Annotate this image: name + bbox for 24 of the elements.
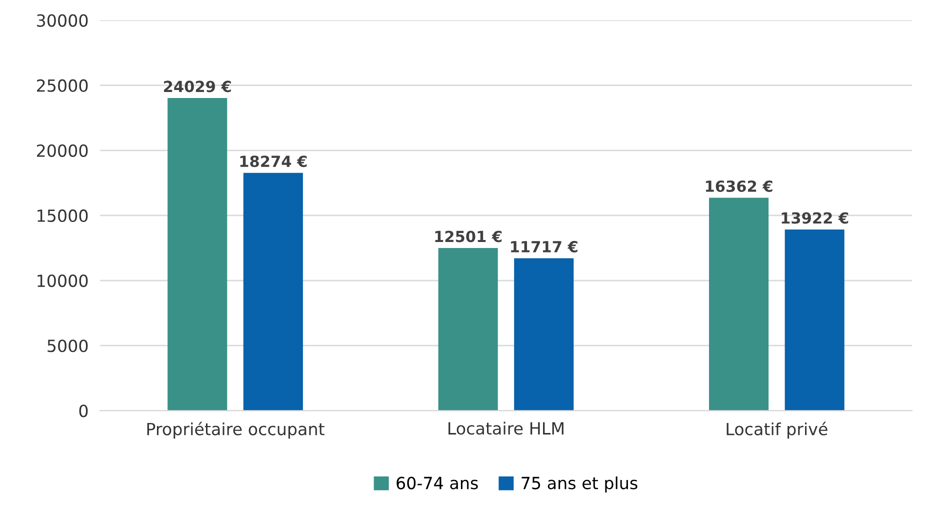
legend-label: 75 ans et plus (522, 476, 638, 493)
y-tick-label: 5000 (48, 340, 88, 352)
x-tick-label: Propriétaire occupant (147, 422, 324, 439)
y-tick-label: 20000 (36, 144, 88, 157)
y-tick-label: 15000 (38, 209, 88, 222)
bar (709, 198, 769, 411)
data-label: 13922 € (782, 212, 848, 224)
bar (168, 98, 228, 411)
data-label: 18274 € (240, 156, 307, 168)
bar (438, 248, 498, 411)
legend-label: 60-74 ans (396, 476, 478, 490)
y-tick-label: 10000 (38, 274, 88, 288)
x-tick-label: Locatif privé (726, 422, 828, 439)
y-tick-label: 30000 (37, 14, 88, 27)
data-label: 11717 € (511, 240, 578, 252)
data-label: 12501 € (435, 230, 502, 242)
bar (514, 258, 574, 411)
x-tick-label: Locataire HLM (448, 422, 564, 435)
bar (243, 172, 303, 411)
bar (784, 230, 844, 411)
y-tick-label: 25000 (36, 79, 88, 92)
y-tick-label: 0 (79, 404, 88, 418)
data-label: 16362 € (706, 180, 772, 192)
data-label: 24029 € (164, 80, 231, 92)
